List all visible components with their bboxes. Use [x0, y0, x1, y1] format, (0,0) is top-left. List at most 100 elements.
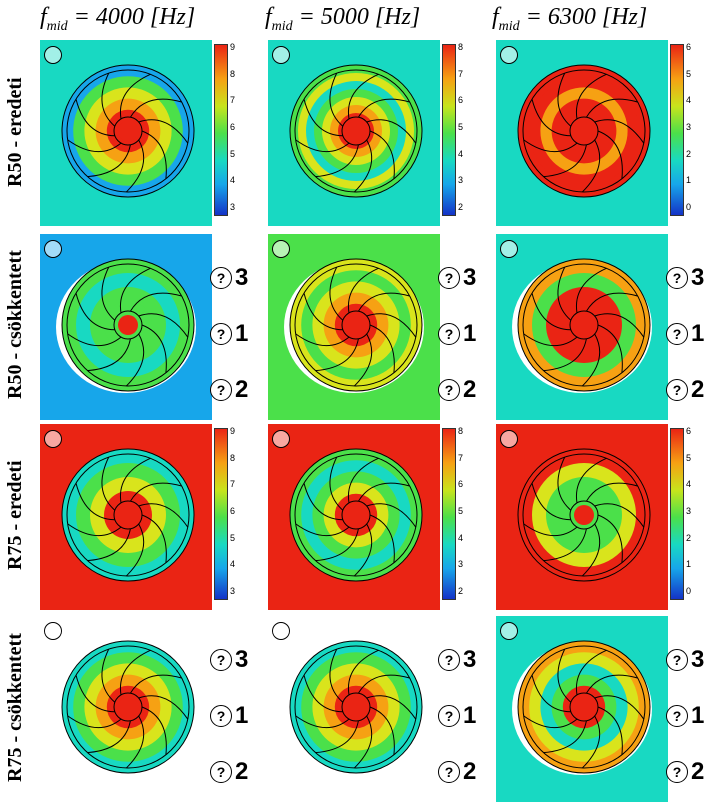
- fan-blade: [295, 333, 350, 347]
- fan-blade: [67, 139, 122, 153]
- colorbar-tick-label: 3: [230, 202, 236, 212]
- fan-blade: [353, 333, 373, 387]
- fan-blade: [119, 73, 151, 119]
- colorbar-gradient: [214, 428, 228, 600]
- fan-blade: [575, 73, 607, 119]
- fan-blade: [303, 482, 343, 521]
- fan-blade: [129, 98, 182, 118]
- fan-blade: [575, 649, 607, 695]
- marker-circle: ?: [666, 705, 688, 727]
- fan-blade: [329, 72, 344, 127]
- marker-2-r4-c2: ? 2: [438, 758, 476, 786]
- colorbar-tick-label: 3: [686, 506, 692, 516]
- contour-peak: [118, 121, 138, 141]
- colorbar-tick-label: 6: [458, 95, 464, 106]
- fan-blade: [101, 72, 116, 127]
- fan-blade: [329, 648, 344, 703]
- fan-blade: [531, 292, 571, 331]
- fan-blade: [347, 267, 379, 313]
- reference-circle: [44, 240, 62, 258]
- fan-blade: [75, 674, 115, 713]
- colorbar-tick-label: 6: [686, 426, 692, 436]
- fan-blade: [557, 266, 572, 321]
- contour-panel-r2-c2: [268, 234, 440, 420]
- colorbar-gradient: [670, 428, 684, 600]
- contour-peak: [118, 697, 138, 717]
- colorbar-tick-label: 0: [686, 202, 692, 212]
- colorbar-tick-label: 7: [230, 95, 236, 106]
- marker-circle: ?: [438, 649, 460, 671]
- marker-1-r2-c1: ? 1: [210, 320, 248, 348]
- fan-blade: [119, 457, 151, 503]
- contour-panel-r4-c3: [496, 616, 668, 802]
- fan-blade: [369, 706, 395, 755]
- fan-blade: [67, 333, 122, 347]
- contour-peak: [346, 505, 366, 525]
- fan-blade: [597, 324, 623, 373]
- fan-blade: [581, 715, 601, 769]
- fan-blade: [125, 333, 145, 387]
- marker-number: 1: [691, 320, 705, 347]
- fan-blade: [597, 706, 623, 755]
- colorbar-gradient: [442, 428, 456, 600]
- fan-blade: [75, 292, 115, 331]
- fan-blade: [369, 130, 395, 179]
- fan-blade: [303, 98, 343, 137]
- reference-circle: [272, 240, 290, 258]
- fan-blade: [575, 267, 607, 313]
- colorbar-tick-label: 4: [458, 148, 464, 159]
- fan-blade: [543, 720, 587, 754]
- marker-3-r4-c2: ? 3: [438, 646, 476, 674]
- colorbar-tick-label: 2: [458, 202, 464, 212]
- fan-blade: [67, 523, 122, 537]
- fan-blade: [594, 119, 645, 144]
- fan-blade: [594, 503, 645, 528]
- colorbar-tick-label: 4: [230, 175, 236, 186]
- fan-blade: [129, 482, 182, 502]
- fan-outline: [61, 258, 195, 392]
- contour-panel-r1-c2: [268, 40, 440, 226]
- marker-circle: ?: [210, 323, 232, 345]
- marker-number: 2: [463, 758, 477, 785]
- row-label-r50-original: R50 - eredeti: [4, 77, 26, 188]
- fan-blade: [585, 292, 638, 312]
- fan-blade: [347, 73, 379, 119]
- colorbar-tick-label: 8: [230, 452, 236, 463]
- reference-circle: [272, 430, 290, 448]
- fan-outline: [61, 64, 195, 198]
- colorbar-tick-label: 0: [686, 586, 692, 596]
- fan-blade: [543, 144, 587, 178]
- contour-panel-r2-c1: [40, 234, 212, 420]
- fan-outline: [289, 258, 423, 392]
- colorbar-tick-label: 3: [458, 559, 464, 570]
- contour-peak: [346, 315, 366, 335]
- column-header-6300: fmid = 6300 [Hz]: [492, 4, 648, 34]
- marker-circle: ?: [666, 649, 688, 671]
- marker-circle: ?: [210, 379, 232, 401]
- fan-blade: [581, 333, 601, 387]
- fan-blade: [557, 648, 572, 703]
- fan-blade: [594, 313, 645, 338]
- reference-circle: [44, 46, 62, 64]
- fan-blade: [67, 715, 122, 729]
- marker-circle: ?: [438, 323, 460, 345]
- contour-panel-r4-c1: [40, 616, 212, 802]
- colorbar-tick-label: 1: [686, 175, 692, 186]
- fan-blade: [357, 482, 410, 502]
- reference-circle: [272, 46, 290, 64]
- contour-peak: [346, 697, 366, 717]
- fan-blade: [315, 144, 359, 178]
- fan-blade: [315, 338, 359, 372]
- marker-number: 3: [463, 646, 477, 673]
- marker-2-r4-c1: ? 2: [210, 758, 248, 786]
- reference-circle: [44, 430, 62, 448]
- fan-blade: [585, 98, 638, 118]
- marker-circle: ?: [210, 267, 232, 289]
- fan-blade: [581, 139, 601, 193]
- colorbar-tick-label: 9: [230, 42, 236, 52]
- fan-blade: [315, 720, 359, 754]
- fan-outline: [61, 640, 195, 774]
- row-label-r75-reduced: R75 - csökkentett: [4, 633, 26, 782]
- fan-blade: [585, 674, 638, 694]
- contour-panel-r3-c3: [496, 424, 668, 610]
